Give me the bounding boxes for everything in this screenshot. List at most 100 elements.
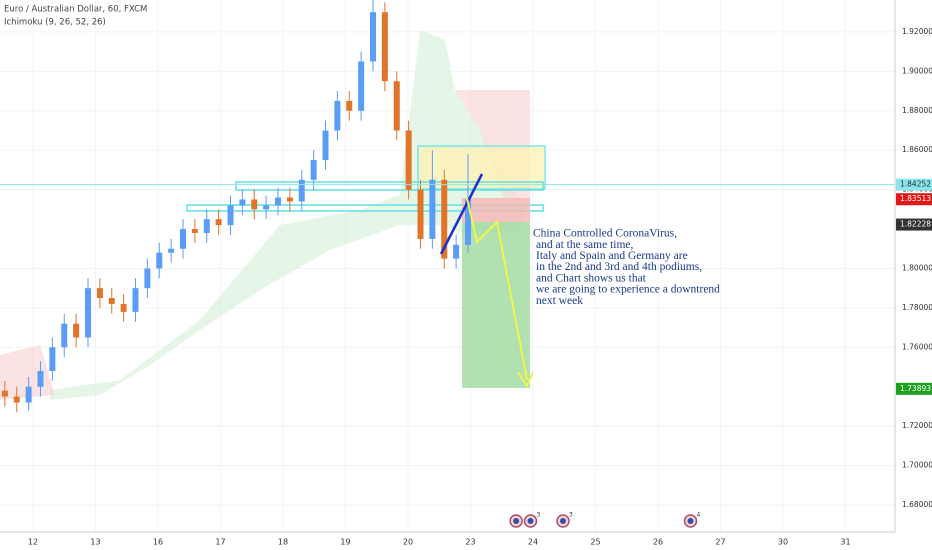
candle-body [37,370,44,387]
grid [0,0,895,532]
axes: 1.920001.900001.880001.860001.840001.800… [28,27,932,547]
x-tick-label: 26 [653,538,663,547]
annotation-line: we are going to experience a downtrend [536,284,720,296]
annotation-line: Italy and Spain and Germany are [536,250,688,262]
candle-body [49,347,56,371]
price-tag [896,178,932,191]
x-tick-label: 13 [90,538,100,547]
candle-body [156,252,163,269]
y-tick-label: 1.78000 [902,303,932,312]
x-tick-label: 23 [465,538,475,547]
event-icon-core [513,518,520,524]
x-tick-label: 27 [715,538,725,547]
x-tick-label: 19 [340,538,350,547]
candle-body [417,189,424,239]
y-tick-label: 1.70000 [902,461,932,470]
candle-body [334,100,341,131]
x-tick-label: 25 [590,538,600,547]
candle-body [441,179,448,259]
annotation-line: in the 2nd and 3rd and 4th podiums, [536,261,702,273]
candle-body [120,303,127,312]
y-tick-label: 1.86000 [902,145,932,154]
price-tag-label: 1.83513 [900,194,931,203]
trend-line [439,173,484,255]
candle-body [405,130,412,190]
stop-zone [462,198,530,222]
forecast-arrow [466,197,528,381]
candle-body [322,130,329,161]
candle-body [346,100,353,111]
y-tick-label: 1.72000 [902,421,932,430]
price-axis [895,0,932,550]
candle-body [168,248,175,253]
candle-body [298,179,305,202]
candle-body [358,61,365,111]
zone-box [186,204,544,212]
candle-body [73,323,80,338]
candle-body [13,396,20,403]
candle-body [429,179,436,239]
plot [0,0,895,413]
target-zone [462,222,530,388]
event-count: 3 [537,512,541,519]
candle-body [275,197,281,206]
chart-title: Euro / Australian Dollar, 60, FXCM [4,5,147,15]
price-tag [896,382,932,395]
candle-body [370,12,376,62]
candle-body [191,229,198,233]
event-count: 3 [569,512,573,519]
candle-body [203,219,210,233]
price-tag-label: 1.73893 [900,384,931,393]
annotation-line: next week [536,295,583,307]
y-tick-label: 1.90000 [902,66,932,75]
candle-body [227,205,234,226]
event-count: 4 [697,512,701,519]
event-icon-core [687,518,694,524]
x-tick-label: 31 [840,538,850,547]
indicator-label: Ichimoku (9, 26, 52, 26) [4,18,106,28]
candle-body [465,199,471,245]
x-tick-label: 30 [778,538,788,547]
candle-body [393,81,400,131]
candle-body [25,386,32,403]
candle-body [251,199,258,210]
x-tick-label: 12 [28,538,38,547]
y-tick-label: 1.76000 [902,342,932,351]
annotation-line: China Controlled CoronaVirus, [533,228,677,240]
candle-body [108,298,115,304]
price-tag-label: 1.84252 [900,180,931,189]
candle-body [310,160,317,180]
x-tick-label: 17 [215,538,225,547]
candle-body [381,12,388,82]
candle-body [239,199,246,206]
x-tick-label: 20 [403,538,413,547]
candle-body [453,244,460,259]
price-tag-label: 1.82228 [900,220,931,229]
y-tick-label: 1.68000 [902,500,932,509]
annotation-line: and Chart shows us that [536,272,647,284]
candle-body [286,197,293,202]
x-tick-label: 18 [278,538,288,547]
candle-body [96,288,103,299]
arrow-head [517,371,534,389]
candle-body [144,268,151,289]
candle-body [85,288,91,338]
y-tick-label: 1.80000 [902,263,932,272]
annotation-line: and at the same time, [536,239,634,251]
x-tick-label: 24 [528,538,538,547]
x-tick-label: 16 [153,538,163,547]
price-tag [896,193,932,206]
y-tick-label: 1.92000 [902,27,932,36]
zone-box [235,181,544,191]
candle-body [61,323,68,348]
annotation: China Controlled CoronaVirus,and at the … [533,228,720,307]
candle-body [215,219,222,226]
price-tag [896,218,932,231]
event-icon-core [527,518,534,524]
candle-body [1,390,8,397]
candle-body [263,205,270,210]
event-icon-core [560,518,566,524]
y-tick-label: 1.88000 [902,106,932,115]
candle-body [180,229,186,249]
